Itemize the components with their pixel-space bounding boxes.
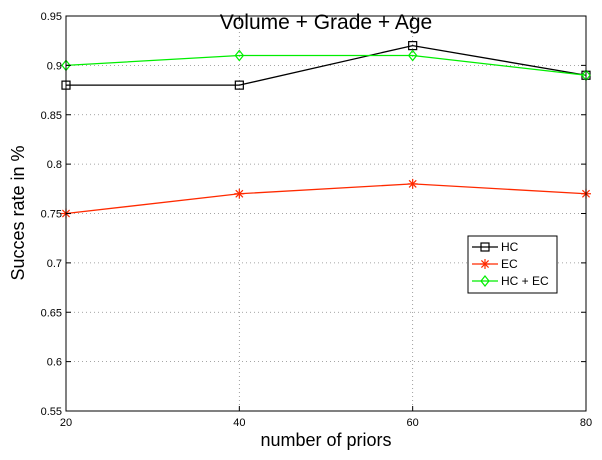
- y-tick-label: 0.55: [41, 406, 62, 418]
- legend-marker-hc: [480, 242, 490, 252]
- grid: [66, 16, 586, 411]
- legend-label-hc-ec: HC + EC: [501, 274, 549, 288]
- series-line-ec: [65, 183, 587, 215]
- legend-label-hc: HC: [501, 240, 519, 254]
- series-ec: [61, 178, 591, 219]
- y-tick-label: 0.8: [47, 159, 62, 171]
- chart-title: Volume + Grade + Age: [220, 11, 432, 34]
- legend: HC EC HC + EC: [467, 235, 558, 294]
- plot-series: [61, 41, 591, 219]
- data-point-ec: [234, 188, 245, 199]
- axis-ticks: 20 40 60 80 0.55 0.6 0.65 0.7 0.75 0.8 0.85 0.9 0.95: [41, 11, 593, 429]
- x-axis-label: number of priors: [260, 430, 391, 450]
- y-tick-label: 0.75: [41, 209, 62, 221]
- data-point-hc-ec: [407, 49, 418, 62]
- data-point-hc-ec: [234, 49, 245, 62]
- series-line-hc-ec: [65, 54, 587, 76]
- x-tick-label: 40: [233, 417, 245, 429]
- x-tick-label: 60: [407, 417, 419, 429]
- y-tick-label: 0.9: [47, 60, 62, 72]
- y-tick-label: 0.7: [47, 258, 62, 270]
- y-axis-label: Succes rate in %: [8, 145, 28, 280]
- x-tick-label: 20: [60, 417, 72, 429]
- series-line-hc: [66, 44, 587, 86]
- y-tick-label: 0.6: [47, 357, 62, 369]
- legend-label-ec: EC: [501, 257, 518, 271]
- x-tick-label: 80: [580, 417, 592, 429]
- y-tick-label: 0.95: [41, 11, 62, 23]
- y-tick-label: 0.65: [41, 307, 62, 319]
- y-tick-label: 0.85: [41, 110, 62, 122]
- data-point-ec: [407, 178, 418, 189]
- legend-marker-ec: [480, 259, 490, 269]
- legend-marker-hc-ec: [480, 275, 490, 287]
- data-point-hc: [234, 80, 244, 90]
